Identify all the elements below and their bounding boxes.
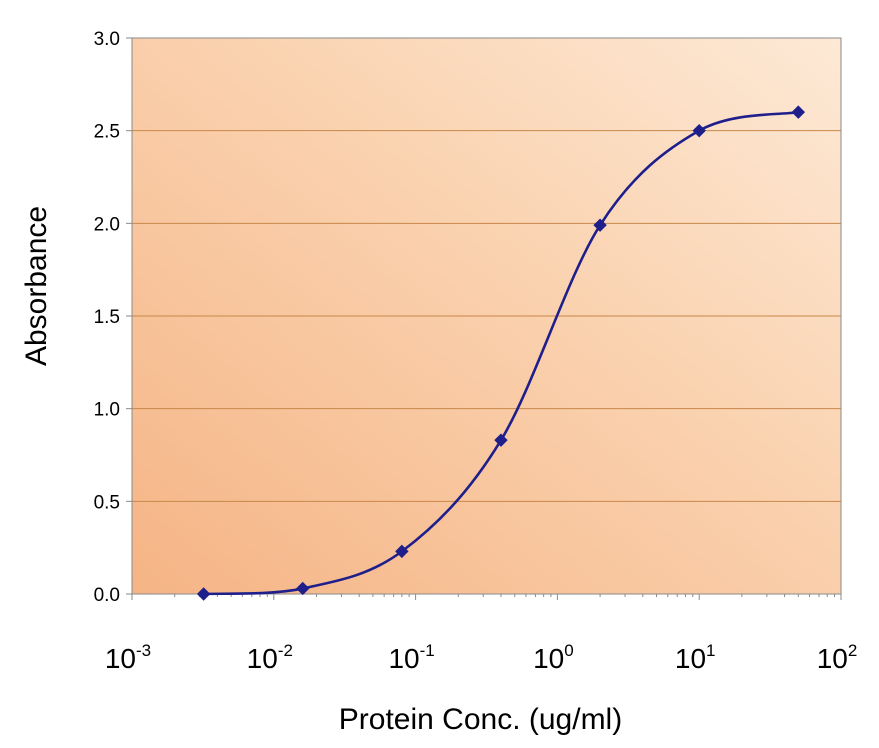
y-tick-label: 1.0 — [94, 400, 120, 421]
series-markers — [196, 105, 806, 601]
y-tick-label: 1.5 — [94, 307, 120, 328]
x-tick-label: 102 — [817, 641, 858, 674]
x-axis-ticks: 10-3 10-2 10-1 100 101 102 — [105, 594, 857, 674]
y-tick-label: 3.0 — [94, 29, 120, 50]
x-tick-label: 101 — [675, 641, 716, 674]
y-tick-label: 2.5 — [94, 122, 120, 143]
x-tick-label: 10-2 — [247, 641, 293, 674]
data-point — [196, 587, 211, 601]
y-tick-label: 0.5 — [94, 492, 120, 513]
x-tick-label: 100 — [533, 641, 574, 674]
y-axis-title: Absorbance — [20, 206, 53, 366]
y-tick-label: 2.0 — [94, 214, 120, 235]
y-axis-ticks: 0.0 0.5 1.0 1.5 2.0 2.5 3.0 — [94, 29, 132, 606]
x-axis-title: Protein Conc. (ug/ml) — [339, 703, 622, 736]
data-point — [494, 433, 508, 447]
data-point — [692, 123, 706, 138]
data-point — [296, 581, 310, 596]
y-tick-label: 0.0 — [94, 585, 120, 606]
data-point — [395, 544, 409, 559]
x-tick-label: 10-1 — [388, 641, 434, 674]
data-point — [791, 105, 806, 119]
gridlines — [132, 130, 841, 502]
data-point — [593, 218, 607, 232]
x-tick-label: 10-3 — [105, 641, 151, 674]
